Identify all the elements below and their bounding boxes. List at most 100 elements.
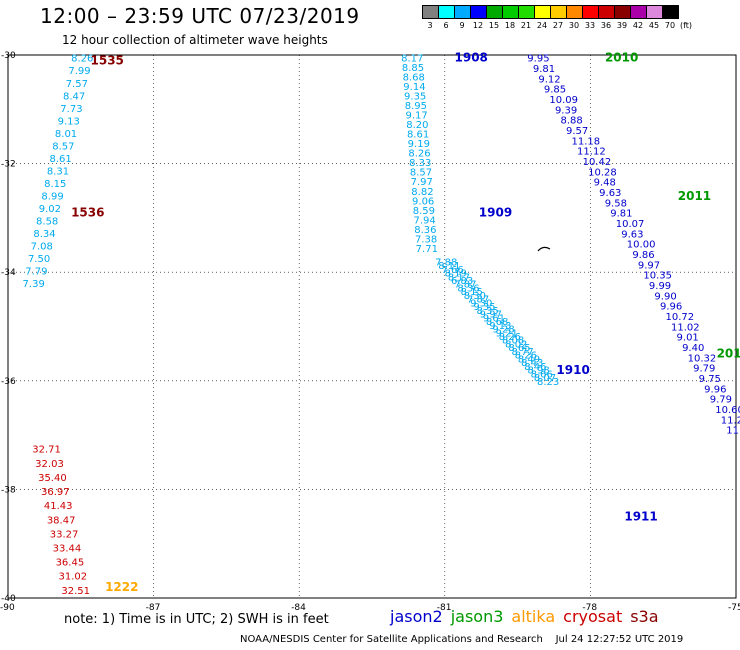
wave-height-value: 35.40 xyxy=(38,473,67,484)
wave-height-value: 10.28 xyxy=(588,167,617,178)
wave-height-value: 32.03 xyxy=(35,459,64,470)
wave-height-value: 7.99 xyxy=(68,66,90,77)
wave-height-value: 8.95 xyxy=(405,101,427,112)
color-scale-label: 18 xyxy=(504,21,516,30)
wave-height-value: 10.09 xyxy=(549,95,578,106)
wave-height-value: 8.46 xyxy=(524,362,546,373)
color-scale-label: 21 xyxy=(520,21,532,30)
wave-height-value: 33.44 xyxy=(53,544,82,555)
color-scale-label: 70 xyxy=(664,21,676,30)
wave-height-value: 7.38 xyxy=(415,234,437,245)
wave-height-value: 8.30 xyxy=(464,291,486,302)
wave-height-value: 8.85 xyxy=(402,63,424,74)
wave-height-value: 8.08 xyxy=(502,336,524,347)
wave-height-value: 8.35 xyxy=(476,306,498,317)
color-scale-label: 45 xyxy=(648,21,660,30)
wave-height-value: 9.13 xyxy=(489,321,511,332)
wave-height-value: 9.19 xyxy=(408,139,430,150)
wave-height-value: 10.07 xyxy=(616,219,645,230)
page-title: 12:00 – 23:59 UTC 07/23/2019 xyxy=(40,4,360,28)
wave-height-value: 9.39 xyxy=(555,105,577,116)
wave-height-value: 7.79 xyxy=(25,267,47,278)
x-tick-label: -84 xyxy=(291,603,306,613)
wave-height-value: 7.71 xyxy=(416,244,438,255)
pass-time-label: 2011 xyxy=(678,189,711,203)
wave-height-value: 8.68 xyxy=(403,73,425,84)
pass-time-label: 1222 xyxy=(105,580,138,594)
wave-height-value: 8.07 xyxy=(534,373,556,384)
wave-height-value: 8.17 xyxy=(401,54,423,65)
color-scale-label: 27 xyxy=(552,21,564,30)
wave-height-value: 8.58 xyxy=(36,216,58,227)
wave-height-value: 10.60 xyxy=(715,405,740,416)
wave-height-value: 10.32 xyxy=(688,353,717,364)
wave-height-value: 9.99 xyxy=(649,281,671,292)
wave-height-value: 9.97 xyxy=(638,260,660,271)
wave-height-value: 9.79 xyxy=(710,395,732,406)
legend-item-altika: altika xyxy=(511,607,556,626)
wave-height-value: 9.06 xyxy=(412,196,434,207)
color-scale-swatches xyxy=(422,5,694,19)
color-scale-label: 36 xyxy=(600,21,612,30)
wave-height-value: 7.87 xyxy=(454,280,476,291)
wave-height-value: 9.57 xyxy=(566,126,588,137)
wave-height-value: 7.50 xyxy=(28,254,50,265)
wave-height-value: 8.26 xyxy=(408,149,430,160)
wave-height-value: 31.02 xyxy=(58,572,87,583)
wave-height-value: 8.43 xyxy=(521,358,543,369)
wave-height-value: 9.81 xyxy=(533,64,555,75)
wave-height-value: 38.47 xyxy=(47,515,76,526)
legend-item-jason2: jason2 xyxy=(390,607,443,626)
wave-height-value: 7.57 xyxy=(66,79,88,90)
wave-height-value: 6.83 xyxy=(451,276,473,287)
wave-height-value: 8.20 xyxy=(406,120,428,131)
x-tick-label: -81 xyxy=(437,603,452,613)
wave-height-value: 8.19 xyxy=(445,269,467,280)
wave-height-value: 9.79 xyxy=(693,364,715,375)
wave-height-value: 8.36 xyxy=(414,225,436,236)
color-scale-label: 24 xyxy=(536,21,548,30)
wave-height-value: 9.30 xyxy=(470,298,492,309)
wave-height-value: 7.97 xyxy=(411,177,433,188)
wave-height-value: 8.47 xyxy=(63,91,85,102)
wave-height-value: 33.27 xyxy=(50,529,79,540)
color-scale-label: 9 xyxy=(459,21,465,30)
wave-height-value: 9.14 xyxy=(403,82,425,93)
wave-height-value: 8.34 xyxy=(33,229,55,240)
wave-height-value: 11.24 xyxy=(721,415,740,426)
legend-item-s3a: s3a xyxy=(630,607,659,626)
wave-height-value: 8.15 xyxy=(44,179,66,190)
legend-item-cryosat: cryosat xyxy=(563,607,623,626)
wave-height-value: 8.15 xyxy=(461,287,483,298)
pass-time-label: 1911 xyxy=(624,510,657,524)
wave-height-value: 9.96 xyxy=(704,384,726,395)
footer-timestamp: Jul 24 12:27:52 UTC 2019 xyxy=(555,634,684,645)
y-tick-label: -36 xyxy=(1,377,16,387)
wave-height-value: 10.72 xyxy=(665,312,694,323)
wave-height-value: 8.77 xyxy=(512,347,534,358)
color-scale-label: (ft) xyxy=(679,21,693,30)
color-scale: 3 6 9 12 15 18 21 24 27 30 33 36 39 42 45 70 (ft) xyxy=(422,5,694,30)
wave-height-value: 9.63 xyxy=(599,188,621,199)
y-tick-label: -32 xyxy=(1,160,16,170)
wave-height-value: 9.95 xyxy=(527,54,549,65)
wave-height-value: 9.63 xyxy=(621,229,643,240)
wave-height-value: 41.43 xyxy=(44,501,73,512)
wave-height-value: 8.82 xyxy=(411,187,433,198)
y-tick-label: -34 xyxy=(1,268,16,278)
wave-height-value: 9.17 xyxy=(405,111,427,122)
wave-height-value: 9.35 xyxy=(404,92,426,103)
wave-height-value: 8.01 xyxy=(55,129,77,140)
wave-height-value: 7.08 xyxy=(31,242,53,253)
pass-time-label: 1535 xyxy=(91,53,124,67)
wave-height-value: 8.23 xyxy=(537,377,559,388)
wave-height-value: 36.45 xyxy=(56,558,85,569)
wave-height-value: 9.48 xyxy=(594,178,616,189)
wave-height-value: 8.88 xyxy=(560,116,582,127)
color-scale-label: 42 xyxy=(632,21,644,30)
wave-height-value: 9.02 xyxy=(39,204,61,215)
wave-height-value: 8.02 xyxy=(505,339,527,350)
wave-height-value: 32.71 xyxy=(32,445,61,456)
color-scale-label: 39 xyxy=(616,21,628,30)
wave-height-value: 8.33 xyxy=(409,158,431,169)
